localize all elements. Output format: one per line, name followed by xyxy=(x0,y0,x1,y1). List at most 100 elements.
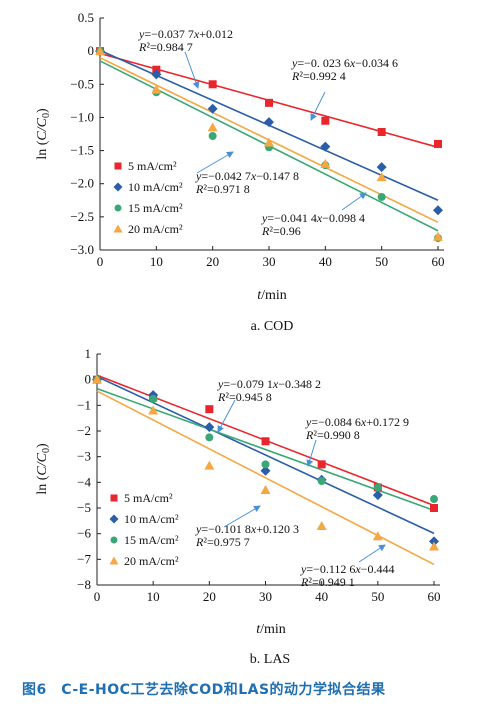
panel-las-annotation-arrow-1 xyxy=(217,399,236,433)
panel-las-y-tick-label: −5 xyxy=(77,500,91,515)
panel-las-point-s3 xyxy=(149,394,158,403)
panel-las-legend-label-3: 15 mA/cm² xyxy=(124,533,179,547)
panel-las-legend-marker-3 xyxy=(110,536,118,544)
panel-las-y-tick-label: −3 xyxy=(77,449,91,464)
panel-las-point-s1 xyxy=(430,504,438,512)
panel-cod-annotation-arrow-2 xyxy=(310,91,326,121)
panel-las-point-s2 xyxy=(204,422,215,433)
panel-cod-legend-label-1: 5 mA/cm² xyxy=(128,159,177,173)
panel-cod-x-axis-title: t/min xyxy=(257,288,287,303)
panel-cod-y-tick-label: −1.0 xyxy=(70,109,94,124)
panel-cod-y-tick-label: 0 xyxy=(88,43,95,58)
panel-las-legend-label-2: 10 mA/cm² xyxy=(124,512,179,526)
panel-cod-equation-1: y=−0.037 7x+0.012 xyxy=(138,27,233,41)
panel-las-y-tick-label: 1 xyxy=(85,346,92,361)
panel-las-point-s4 xyxy=(429,541,439,551)
panel-las-point-s4 xyxy=(372,531,383,541)
panel-las-annotation-arrow-3 xyxy=(223,505,261,528)
panel-cod-annotation-arrow-4 xyxy=(341,192,367,211)
panel-cod-y-tick-label: −2.0 xyxy=(70,176,94,191)
panel-cod-point-s1 xyxy=(265,98,273,107)
panel-cod-y-tick-label: −3.0 xyxy=(70,242,94,257)
panel-las-annotation-arrow-2 xyxy=(306,439,317,467)
panel-cod-point-s1 xyxy=(208,80,217,89)
panel-las-point-s4 xyxy=(260,485,271,495)
panel-cod-point-s2 xyxy=(433,205,443,216)
panel-las-point-s4 xyxy=(92,374,102,384)
panel-las-y-axis-title: ln (C/C0) xyxy=(35,443,52,495)
panel-cod-equation-3: y=−0.042 7x−0.147 8 xyxy=(195,169,299,183)
panel-cod-r-squared-2: R²=0.992 4 xyxy=(291,69,346,83)
panel-las-legend-marker-4 xyxy=(109,556,119,565)
panel-cod-x-tick-label: 60 xyxy=(432,254,445,269)
panel-las-annotation-arrow-4 xyxy=(358,544,386,563)
panel-las-x-tick-label: 50 xyxy=(371,589,384,604)
panel-las-point-s3 xyxy=(373,483,382,492)
panel-cod-point-s4 xyxy=(95,46,105,56)
panel-cod-point-s4 xyxy=(433,231,443,241)
panel-las-y-tick-label: −6 xyxy=(77,526,91,541)
panel-cod-point-s2 xyxy=(320,141,331,152)
panel-las-x-tick-label: 10 xyxy=(147,589,160,604)
panel-las-point-s4 xyxy=(148,405,159,415)
panel-las-y-tick-label: 0 xyxy=(85,372,92,387)
panel-cod-point-s2 xyxy=(207,103,218,114)
panel-cod-legend-marker-3 xyxy=(114,204,122,212)
panel-las-equation-4: y=−0.112 6x−0.444 xyxy=(300,562,395,576)
panel-las-point-s3 xyxy=(205,433,214,442)
panel-las-r-squared-3: R²=0.975 7 xyxy=(195,535,250,549)
panel-las-point-s2 xyxy=(372,490,383,501)
panel-cod-legend-label-4: 20 mA/cm² xyxy=(128,222,183,236)
panel-cod-x-tick-label: 0 xyxy=(97,254,104,269)
panel-las-x-tick-label: 0 xyxy=(94,589,101,604)
panel-cod-y-tick-label: −0.5 xyxy=(70,76,94,91)
panel-cod-panel-label: a. COD xyxy=(251,319,294,334)
panel-cod-r-squared-1: R²=0.984 7 xyxy=(138,40,193,54)
panel-las-x-axis-title: t/min xyxy=(256,622,286,637)
panel-cod-point-s1 xyxy=(377,128,386,137)
panel-las-y-tick-label: −4 xyxy=(77,474,91,489)
panel-las-point-s1 xyxy=(261,437,270,446)
panel-cod-legend-marker-1 xyxy=(114,162,122,170)
panel-cod-legend-marker-2 xyxy=(113,182,123,192)
panel-las-point-s1 xyxy=(317,460,326,469)
panel-las-x-tick-label: 20 xyxy=(203,589,216,604)
panel-las-y-tick-label: −2 xyxy=(77,423,91,438)
panel-cod-point-s4 xyxy=(207,122,218,132)
panel-las-point-s3 xyxy=(261,460,270,469)
panel-las-x-tick-label: 60 xyxy=(428,589,441,604)
panel-cod-annotation-arrow-3 xyxy=(196,151,234,174)
panel-las-point-s2 xyxy=(429,536,439,547)
panel-cod-equation-2: y=−0. 023 6x−0.034 6 xyxy=(291,56,398,70)
panel-las-point-s3 xyxy=(317,477,326,486)
panel-las-point-s3 xyxy=(430,495,438,504)
panel-cod-x-tick-label: 10 xyxy=(150,254,163,269)
panel-las-y-tick-label: −7 xyxy=(77,551,91,566)
panel-cod-point-s4 xyxy=(376,172,387,182)
panel-cod-x-tick-label: 40 xyxy=(319,254,332,269)
panel-cod-point-s1 xyxy=(434,139,442,148)
panel-cod-point-s4 xyxy=(320,158,331,168)
panel-las-equation-3: y=−0.101 8x+0.120 3 xyxy=(195,522,299,536)
panel-las-r-squared-1: R²=0.945 8 xyxy=(217,390,272,404)
panel-las-legend-label-4: 20 mA/cm² xyxy=(124,554,179,568)
panel-las-equation-1: y=−0.079 1x−0.348 2 xyxy=(217,377,321,391)
panel-las-r-squared-4: R²=0.949 1 xyxy=(300,575,355,589)
panel-cod-legend-label-2: 10 mA/cm² xyxy=(128,180,183,194)
panel-cod-point-s2 xyxy=(151,69,162,80)
panel-las-point-s4 xyxy=(316,520,327,530)
panel-las-point-s4 xyxy=(204,460,215,470)
panel-cod-r-squared-4: R²=0.96 xyxy=(261,224,301,238)
panel-cod-x-tick-label: 30 xyxy=(263,254,276,269)
panel-las-equation-2: y=−0.084 6x+0.172 9 xyxy=(305,415,409,429)
panel-las-r-squared-2: R²=0.990 8 xyxy=(305,428,360,442)
panel-las-y-tick-label: −1 xyxy=(77,397,91,412)
panel-las-x-tick-label: 30 xyxy=(259,589,272,604)
panel-cod-point-s4 xyxy=(151,84,162,94)
figure-caption: 图6 C-E-HOC工艺去除COD和LAS的动力学拟合结果 xyxy=(22,682,386,698)
panel-cod-point-s3 xyxy=(377,192,386,201)
panel-las-point-s2 xyxy=(260,465,271,476)
panel-cod-x-tick-label: 50 xyxy=(375,254,388,269)
panel-cod-y-axis-title: ln (C/C0) xyxy=(35,108,52,160)
panel-las-point-s1 xyxy=(205,405,214,414)
